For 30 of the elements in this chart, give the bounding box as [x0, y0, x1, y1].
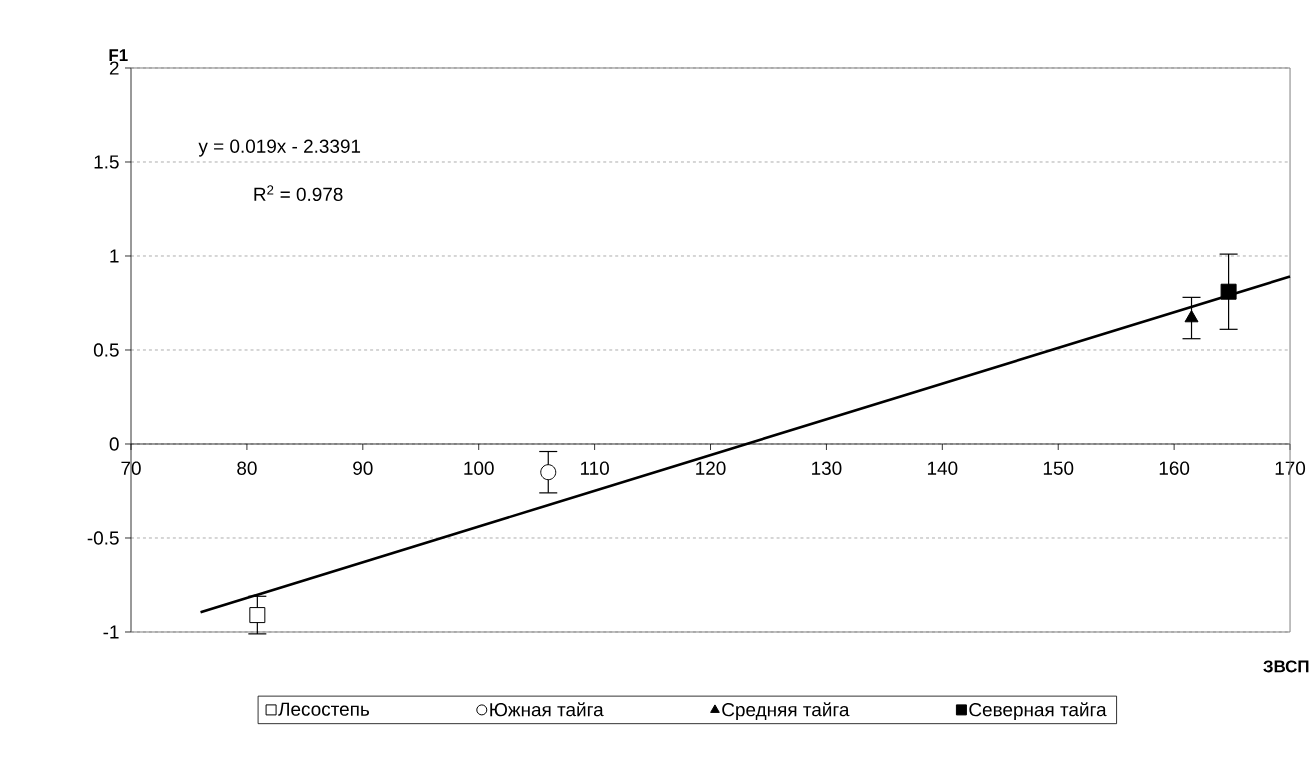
x-tick-label: 70 [121, 461, 141, 475]
legend-label: Северная тайга [969, 702, 1107, 721]
x-tick-label: 100 [464, 461, 494, 475]
x-tick-label: 90 [353, 461, 373, 475]
y-tick-label: 1 [110, 249, 119, 263]
x-tick-label: 140 [927, 461, 958, 475]
point [249, 607, 266, 624]
x-tick-label: 150 [1043, 461, 1074, 475]
point [1220, 283, 1237, 300]
x-tick-label: 80 [237, 461, 257, 475]
x-axis-title: ЗВСП [1263, 660, 1309, 673]
legend-label: Лесостепь [278, 702, 370, 716]
x-tick-label: 160 [1159, 461, 1190, 475]
annotation: y = 0.019x - 2.3391 [198, 139, 361, 157]
x-tick-label: 170 [1275, 461, 1306, 475]
x-tick-label: 130 [812, 461, 842, 475]
y-tick-label: 2 [109, 61, 119, 75]
y-tick-label: 0.5 [93, 343, 119, 357]
y-tick-label: 1.5 [94, 155, 119, 169]
y-tick-label: 0 [109, 437, 119, 451]
point [540, 464, 557, 481]
x-tick-label: 120 [696, 461, 726, 475]
point [1184, 310, 1199, 323]
y-tick-label: -0.5 [87, 531, 119, 545]
legend-label: Южная тайга [490, 702, 604, 717]
y-axis-title: F1 [109, 49, 128, 62]
annotation: R$^{2}$ = 0.978 [254, 185, 343, 202]
legend-label: Средняя тайга [722, 702, 850, 721]
y-tick-label: -1 [103, 625, 119, 639]
x-tick-label: 110 [580, 461, 609, 475]
